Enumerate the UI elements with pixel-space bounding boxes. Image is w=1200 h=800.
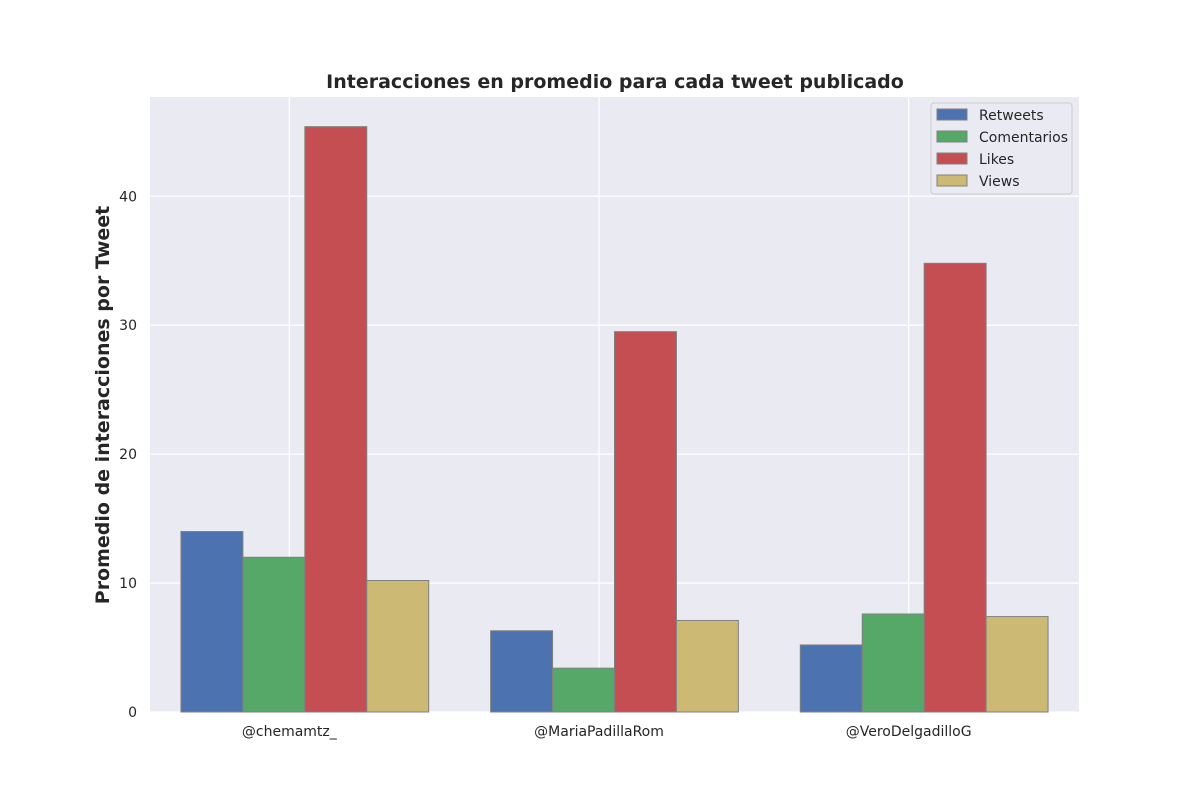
legend-swatch-likes xyxy=(936,152,968,165)
bar-likes-2 xyxy=(923,262,987,713)
x-tick-label: @chemamtz_ xyxy=(242,724,338,740)
legend-label-comentarios: Comentarios xyxy=(979,130,1068,146)
chart-title: Interacciones en promedio para cada twee… xyxy=(326,71,904,93)
y-tick-label: 20 xyxy=(119,447,137,463)
y-tick-label: 30 xyxy=(119,318,137,334)
y-tick-label: 0 xyxy=(128,705,137,721)
legend-box xyxy=(930,102,1073,195)
legend-swatch-comentarios xyxy=(936,130,968,143)
bar-likes-0 xyxy=(304,126,368,713)
legend-label-retweets: Retweets xyxy=(979,108,1044,124)
legend-swatch-retweets xyxy=(936,108,968,121)
x-tick-label: @MariaPadillaRom xyxy=(534,724,664,740)
x-tick-label: @VeroDelgadilloG xyxy=(846,724,972,740)
y-tick-label: 40 xyxy=(119,189,137,205)
bar-retweets-0 xyxy=(180,530,244,713)
bar-retweets-2 xyxy=(799,644,863,713)
bar-comentarios-1 xyxy=(552,667,615,713)
legend-swatch-views xyxy=(936,174,968,187)
bar-views-2 xyxy=(985,616,1049,713)
x-axis-ticks: @chemamtz_ @MariaPadillaRom @VeroDelgadill… xyxy=(242,724,972,740)
legend: Retweets Comentarios Likes Views xyxy=(930,102,1073,195)
bar-likes-1 xyxy=(614,331,677,713)
y-tick-label: 10 xyxy=(119,576,137,592)
bar-comentarios-2 xyxy=(861,613,925,713)
y-axis-ticks: 0 10 20 30 40 xyxy=(119,189,137,721)
legend-label-views: Views xyxy=(979,174,1020,190)
y-axis-label: Promedio de interacciones por Tweet xyxy=(92,206,114,604)
bars xyxy=(180,126,1049,713)
legend-label-likes: Likes xyxy=(979,152,1014,168)
bar-retweets-1 xyxy=(490,630,554,713)
bar-views-0 xyxy=(366,579,430,713)
bar-comentarios-0 xyxy=(242,556,306,713)
bar-views-1 xyxy=(675,619,739,713)
